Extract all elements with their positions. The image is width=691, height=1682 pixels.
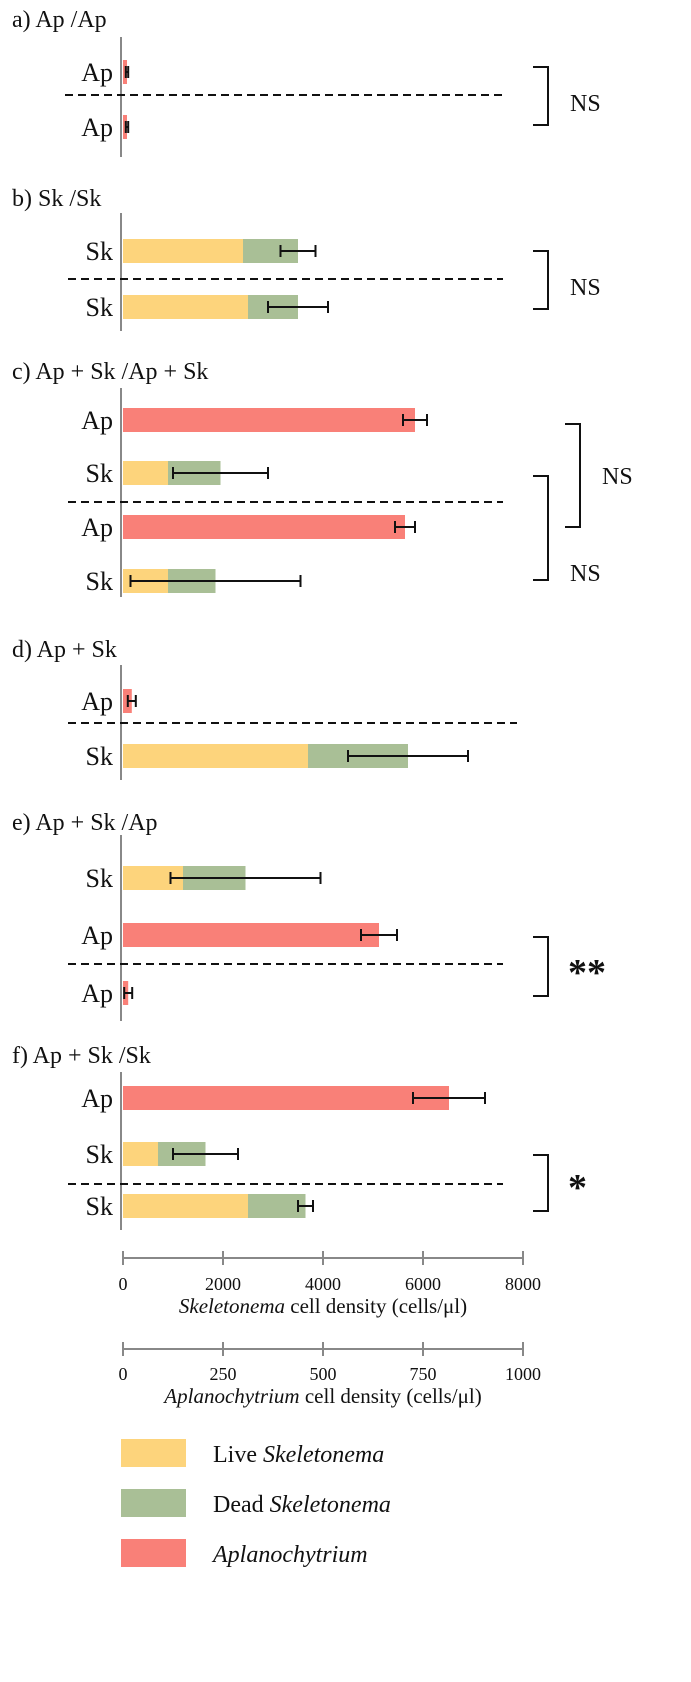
tick-label: 500 <box>310 1364 337 1384</box>
live-skeletonema-bar <box>123 295 248 319</box>
live-skeletonema-bar <box>123 1142 158 1166</box>
axis-title-rest: cell density (cells/μl) <box>300 1384 482 1408</box>
significance-label: * <box>568 1167 587 1209</box>
tick-label: 6000 <box>405 1274 441 1294</box>
tick-label: 1000 <box>505 1364 541 1384</box>
panel-title: d) Ap + Sk <box>12 637 117 663</box>
row-label: Sk <box>86 293 113 322</box>
panel-a: a) Ap /Ap Ap Ap NS <box>12 7 601 157</box>
aplanochytrium-bar <box>123 923 379 947</box>
legend-label: Live Skeletonema <box>213 1442 384 1468</box>
aplanochytrium-axis: 0 250 500 750 1000 Aplanochytrium cell densit… <box>119 1342 542 1408</box>
legend-label: Aplanochytrium <box>211 1542 368 1568</box>
live-skeletonema-bar <box>123 239 243 263</box>
legend-label-italic: Skeletonema <box>270 1492 391 1518</box>
panel-title: e) Ap + Sk /Ap <box>12 810 158 836</box>
significance-bracket <box>533 1155 548 1211</box>
significance-label: NS <box>570 561 601 587</box>
panel-title: b) Sk /Sk <box>12 186 101 212</box>
legend-label-italic: Aplanochytrium <box>211 1542 368 1568</box>
panel-e: e) Ap + Sk /Ap Sk Ap Ap ** <box>12 810 606 1021</box>
axis-title-italic: Aplanochytrium <box>162 1384 299 1408</box>
row-label: Sk <box>86 567 113 596</box>
panel-b: b) Sk /Sk Sk Sk NS <box>12 186 601 331</box>
tick-label: 0 <box>119 1274 128 1294</box>
row-label: Ap <box>81 921 113 950</box>
panel-c: c) Ap + Sk /Ap + Sk Ap Sk Ap Sk NS NS <box>12 359 633 597</box>
panel-d: d) Ap + Sk Ap Sk <box>12 637 517 780</box>
legend-label-italic: Skeletonema <box>263 1442 384 1468</box>
significance-bracket <box>533 251 548 309</box>
tick-label: 8000 <box>505 1274 541 1294</box>
tick-label: 250 <box>210 1364 237 1384</box>
row-label: Sk <box>86 1192 113 1221</box>
row-label: Sk <box>86 459 113 488</box>
row-label: Sk <box>86 1140 113 1169</box>
significance-label: NS <box>570 91 601 117</box>
row-label: Ap <box>81 513 113 542</box>
tick-label: 2000 <box>205 1274 241 1294</box>
live-skeletonema-bar <box>123 744 308 768</box>
tick-label: 4000 <box>305 1274 341 1294</box>
significance-label: ** <box>568 952 606 994</box>
row-label: Ap <box>81 113 113 142</box>
panel-title: c) Ap + Sk /Ap + Sk <box>12 359 208 385</box>
significance-bracket <box>533 476 548 580</box>
panel-title: f) Ap + Sk /Sk <box>12 1043 151 1069</box>
legend-label-prefix: Live <box>213 1442 263 1468</box>
row-label: Sk <box>86 237 113 266</box>
row-label: Ap <box>81 58 113 87</box>
significance-bracket <box>533 937 548 996</box>
skeletonema-axis: 0 2000 4000 6000 8000 Skeletonema cell densit… <box>119 1251 542 1318</box>
significance-label: NS <box>602 464 633 490</box>
aplanochytrium-bar <box>123 408 415 432</box>
significance-label: NS <box>570 275 601 301</box>
tick-label: 750 <box>410 1364 437 1384</box>
tick-label: 0 <box>119 1364 128 1384</box>
row-label: Sk <box>86 864 113 893</box>
axis-title-italic: Skeletonema <box>179 1294 285 1318</box>
aplanochytrium-bar <box>123 515 405 539</box>
dead-skeletonema-bar <box>248 1194 306 1218</box>
aplanochytrium-bar <box>123 1086 449 1110</box>
axis-title: Aplanochytrium cell density (cells/μl) <box>162 1384 481 1408</box>
panel-title: a) Ap /Ap <box>12 7 107 33</box>
row-label: Ap <box>81 687 113 716</box>
live-skeletonema-bar <box>123 1194 248 1218</box>
legend-swatch-aplano <box>121 1539 186 1567</box>
row-label: Ap <box>81 979 113 1008</box>
significance-bracket <box>565 424 580 527</box>
panel-f: f) Ap + Sk /Sk Ap Sk Sk * <box>12 1043 587 1230</box>
legend-swatch-dead <box>121 1489 186 1517</box>
axis-title: Skeletonema cell density (cells/μl) <box>179 1294 467 1318</box>
legend-swatch-live <box>121 1439 186 1467</box>
axis-title-rest: cell density (cells/μl) <box>285 1294 467 1318</box>
row-label: Ap <box>81 1084 113 1113</box>
row-label: Sk <box>86 742 113 771</box>
row-label: Ap <box>81 406 113 435</box>
significance-bracket <box>533 67 548 125</box>
live-skeletonema-bar <box>123 461 168 485</box>
legend-label: Dead Skeletonema <box>213 1492 391 1518</box>
legend-label-prefix: Dead <box>213 1492 270 1518</box>
